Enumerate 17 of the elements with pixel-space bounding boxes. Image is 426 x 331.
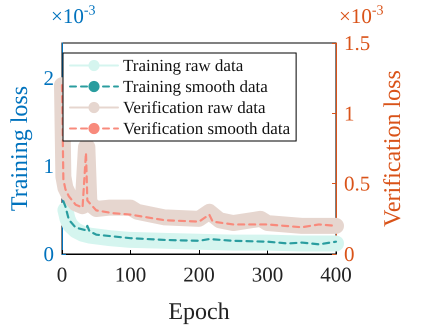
legend-label: Verification smooth data [123,119,291,138]
y2-axis-title: Verification loss [380,70,406,227]
x-tick-label: 100 [114,262,146,286]
y-axis-title: Training loss [7,86,33,212]
y2-tick-label: 1.5 [344,31,370,55]
x-axis-title: Epoch [168,299,230,325]
y2-tick-label: 1 [344,101,354,126]
y-tick-label: 0 [44,242,54,266]
x-tick-label: 300 [252,262,284,286]
x-tick-label: 200 [183,262,215,286]
y-tick-label: 2 [44,66,54,90]
legend-label: Training raw data [123,56,244,75]
legend-label: Verification raw data [123,98,266,117]
legend-label: Training smooth data [123,77,268,96]
line-series [62,200,338,246]
y-tick-label: 1 [44,154,54,178]
y2-tick-label: 0.5 [344,172,370,196]
